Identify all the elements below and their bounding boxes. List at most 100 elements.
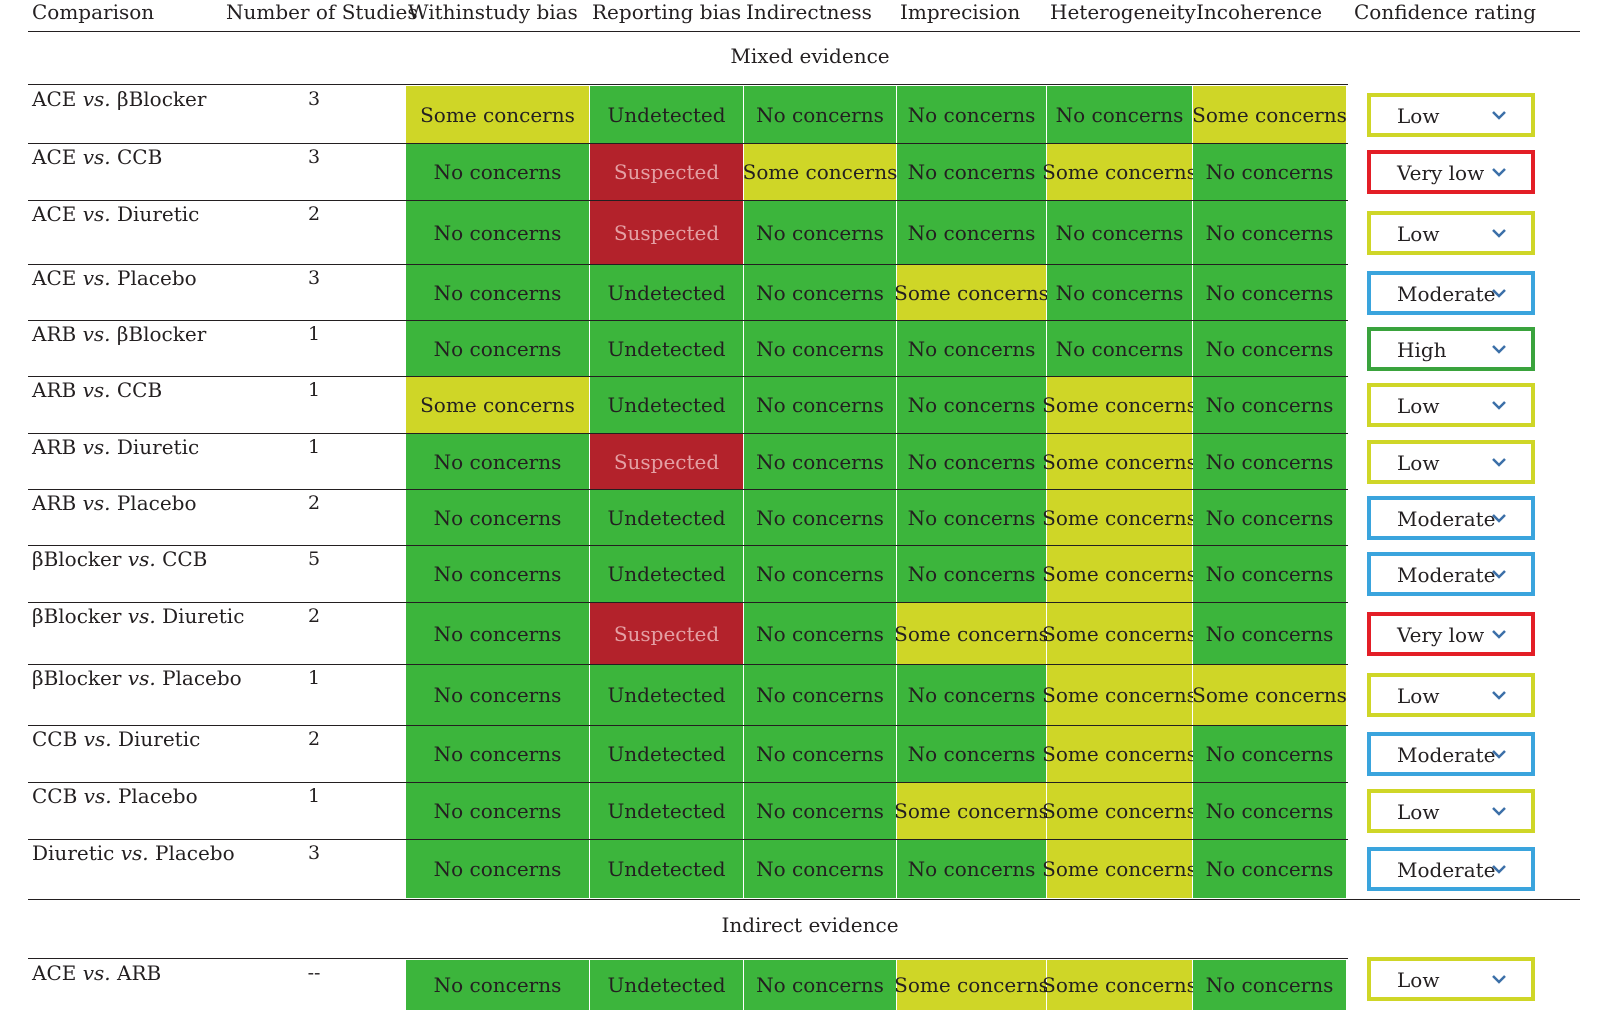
number-of-studies: 1	[307, 323, 321, 345]
number-of-studies: 1	[307, 379, 321, 401]
section-indirect-evidence: Indirect evidence	[721, 913, 899, 937]
indirectness-cell: No concerns	[744, 726, 896, 782]
header-number-of-studies: Number of Studies	[226, 0, 418, 24]
chevron-down-icon	[1492, 514, 1506, 523]
reporting-bias-cell: Undetected	[590, 960, 743, 1010]
treatment-b: Placebo	[117, 266, 197, 290]
confidence-rating-dropdown[interactable]: Low	[1367, 211, 1535, 255]
number-of-studies: 1	[307, 436, 321, 458]
confidence-rating-value: Low	[1397, 451, 1440, 475]
row-separator	[28, 664, 1348, 665]
indirectness-cell: No concerns	[744, 603, 896, 664]
row-separator	[28, 376, 1348, 377]
withinstudy-bias-cell: No concerns	[406, 603, 589, 664]
chevron-down-icon	[1492, 807, 1506, 816]
treatment-b: Diuretic	[162, 604, 245, 628]
versus-label: vs.	[127, 604, 156, 628]
confidence-rating-value: Low	[1397, 394, 1440, 418]
treatment-b: CCB	[162, 547, 208, 571]
number-of-studies: --	[307, 962, 321, 984]
confidence-rating-dropdown[interactable]: Low	[1367, 789, 1535, 833]
treatment-b: CCB	[116, 378, 163, 402]
treatment-b: CCB	[117, 145, 163, 169]
number-of-studies: 1	[307, 785, 321, 807]
heterogeneity-cell: Some concerns	[1042, 665, 1197, 725]
imprecision-cell: Some concerns	[894, 960, 1049, 1010]
imprecision-cell: No concerns	[897, 86, 1046, 143]
treatment-a: CCB	[32, 784, 78, 808]
incoherence-cell: No concerns	[1193, 321, 1346, 376]
comparison-label: CCB vs. Diuretic	[32, 727, 200, 751]
treatment-a: ARB	[32, 378, 77, 402]
versus-label: vs.	[82, 266, 111, 290]
header-imprecision: Imprecision	[900, 0, 1021, 24]
indirectness-cell: No concerns	[744, 321, 896, 376]
treatment-a: ARB	[32, 322, 77, 346]
reporting-bias-cell: Undetected	[590, 665, 743, 725]
reporting-bias-cell: Undetected	[590, 490, 743, 545]
confidence-rating-dropdown[interactable]: Low	[1367, 383, 1535, 427]
treatment-a: βBlocker	[32, 604, 122, 628]
incoherence-cell: No concerns	[1193, 201, 1346, 264]
treatment-b: Diuretic	[117, 727, 201, 751]
indirectness-cell: No concerns	[744, 377, 896, 433]
withinstudy-bias-cell: Some concerns	[406, 86, 589, 143]
chevron-down-icon	[1492, 630, 1506, 639]
confidence-rating-value: Low	[1397, 800, 1440, 824]
confidence-rating-dropdown[interactable]: Moderate	[1367, 732, 1535, 776]
row-separator	[28, 782, 1348, 783]
incoherence-cell: No concerns	[1193, 490, 1346, 545]
confidence-rating-dropdown[interactable]: Low	[1367, 957, 1535, 1001]
row-separator	[28, 489, 1348, 490]
incoherence-cell: Some concerns	[1192, 665, 1347, 725]
imprecision-cell: No concerns	[897, 490, 1046, 545]
withinstudy-bias-cell: No concerns	[406, 546, 589, 602]
confidence-rating-value: Low	[1397, 222, 1440, 246]
comparison-label: ARB vs. Diuretic	[32, 435, 199, 459]
treatment-a: CCB	[32, 727, 78, 751]
withinstudy-bias-cell: No concerns	[406, 434, 589, 489]
treatment-a: ACE	[32, 202, 77, 226]
chevron-down-icon	[1492, 229, 1506, 238]
comparison-label: ARB vs. βBlocker	[32, 322, 206, 346]
confidence-rating-dropdown[interactable]: Low	[1367, 93, 1535, 137]
comparison-label: ARB vs. CCB	[32, 378, 162, 402]
confidence-rating-value: Moderate	[1397, 507, 1496, 531]
treatment-a: ARB	[32, 491, 77, 515]
imprecision-cell: No concerns	[897, 665, 1046, 725]
withinstudy-bias-cell: Some concerns	[406, 377, 589, 433]
header-incoherence: Incoherence	[1196, 0, 1323, 24]
header-rule	[28, 31, 1580, 32]
imprecision-cell: Some concerns	[894, 783, 1049, 839]
reporting-bias-cell: Suspected	[590, 144, 743, 200]
row-separator	[28, 264, 1348, 265]
number-of-studies: 2	[307, 605, 321, 627]
versus-label: vs.	[82, 202, 111, 226]
comparison-label: βBlocker vs. Placebo	[32, 666, 242, 690]
confidence-rating-dropdown[interactable]: Moderate	[1367, 552, 1535, 596]
imprecision-cell: No concerns	[897, 840, 1046, 898]
treatment-b: Placebo	[154, 841, 235, 865]
reporting-bias-cell: Undetected	[590, 726, 743, 782]
confidence-rating-dropdown[interactable]: Low	[1367, 673, 1535, 717]
treatment-a: Diuretic	[32, 841, 115, 865]
confidence-rating-dropdown[interactable]: Very low	[1367, 150, 1535, 194]
confidence-rating-dropdown[interactable]: Moderate	[1367, 496, 1535, 540]
indirectness-cell: No concerns	[744, 665, 896, 725]
indirectness-cell: No concerns	[744, 840, 896, 898]
withinstudy-bias-cell: No concerns	[406, 840, 589, 898]
confidence-rating-dropdown[interactable]: Moderate	[1367, 271, 1535, 315]
confidence-rating-dropdown[interactable]: Moderate	[1367, 847, 1535, 891]
treatment-b: Diuretic	[117, 202, 200, 226]
heterogeneity-cell: Some concerns	[1042, 726, 1197, 782]
confidence-rating-value: High	[1397, 338, 1447, 362]
incoherence-cell: No concerns	[1193, 840, 1346, 898]
number-of-studies: 3	[307, 88, 321, 110]
header-heterogeneity: Heterogeneity	[1050, 0, 1196, 24]
comparison-label: βBlocker vs. CCB	[32, 547, 207, 571]
confidence-rating-dropdown[interactable]: Very low	[1367, 612, 1535, 656]
confidence-rating-dropdown[interactable]: Low	[1367, 440, 1535, 484]
withinstudy-bias-cell: No concerns	[406, 726, 589, 782]
confidence-rating-dropdown[interactable]: High	[1367, 327, 1535, 371]
versus-label: vs.	[82, 145, 111, 169]
